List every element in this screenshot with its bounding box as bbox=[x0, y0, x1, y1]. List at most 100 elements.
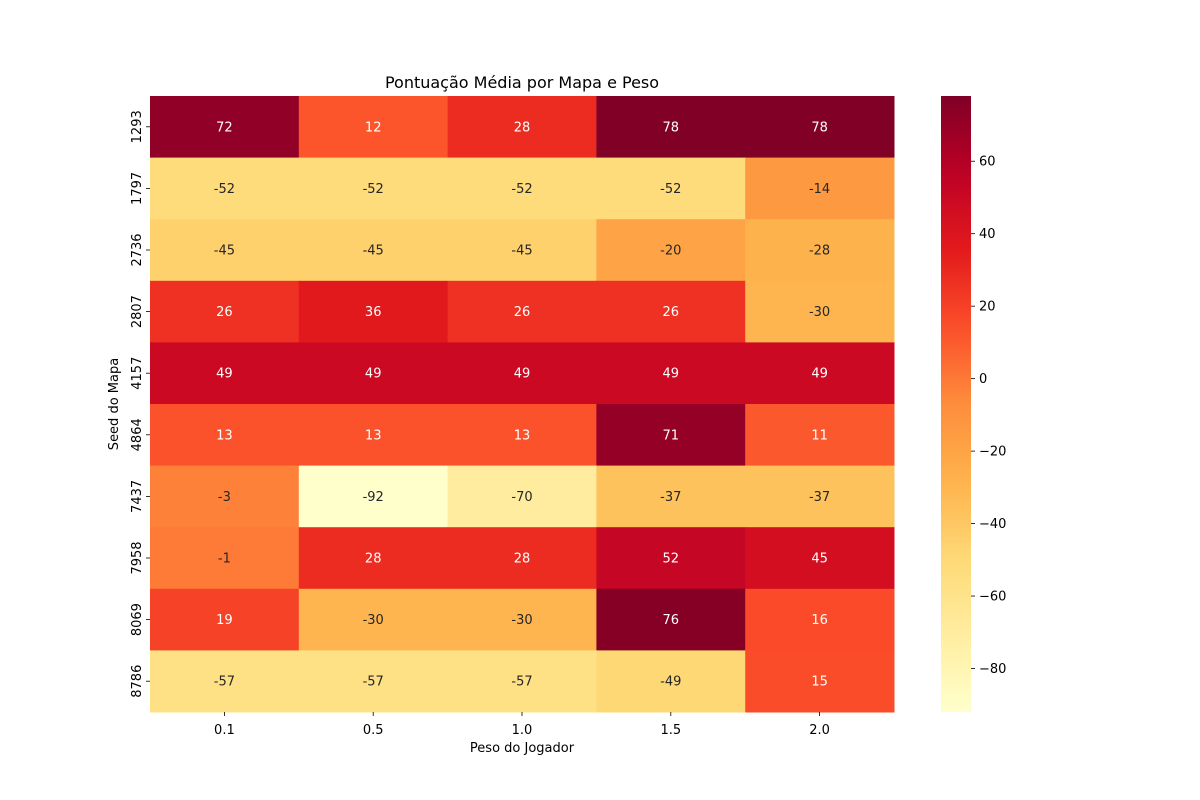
cell-value-label: 12 bbox=[365, 120, 382, 135]
heatmap-cell bbox=[150, 280, 300, 343]
y-tick-label: 7958 bbox=[130, 541, 145, 574]
heatmap-cell bbox=[745, 342, 895, 405]
cell-value-label: -49 bbox=[660, 675, 681, 690]
y-tick-label: 8069 bbox=[130, 603, 145, 636]
heatmap-cell bbox=[150, 465, 300, 528]
heatmap-cell bbox=[298, 342, 449, 405]
heatmap-cell bbox=[150, 527, 300, 590]
cell-value-label: 28 bbox=[514, 552, 531, 567]
cell-value-label: 26 bbox=[663, 305, 680, 320]
heatmap-cell bbox=[745, 280, 895, 343]
y-tick-label: 4157 bbox=[130, 357, 145, 390]
cell-value-label: -45 bbox=[214, 244, 235, 259]
heatmap-cell bbox=[150, 404, 300, 467]
heatmap-cells bbox=[150, 96, 895, 713]
heatmap-cell bbox=[596, 588, 746, 651]
cell-value-label: 26 bbox=[514, 305, 531, 320]
heatmap-cell bbox=[298, 404, 449, 467]
cell-value-label: -1 bbox=[218, 552, 231, 567]
heatmap-cell bbox=[150, 219, 300, 282]
heatmap-cell bbox=[447, 219, 597, 282]
heatmap-cell bbox=[150, 96, 300, 159]
heatmap-cell bbox=[596, 342, 746, 405]
cell-value-label: -45 bbox=[511, 244, 532, 259]
x-axis: 0.1 0.5 1.0 1.5 2.0 bbox=[214, 712, 830, 738]
heatmap-cell bbox=[298, 280, 449, 343]
cell-value-label: 49 bbox=[811, 367, 828, 382]
cell-value-label: -92 bbox=[363, 490, 384, 505]
y-tick-label: 4864 bbox=[130, 418, 145, 451]
y-tick-label: 7437 bbox=[130, 480, 145, 513]
cell-value-label: 72 bbox=[216, 120, 233, 135]
heatmap-cell bbox=[447, 342, 597, 405]
colorbar-tick-label: 40 bbox=[979, 227, 996, 242]
cell-value-label: 49 bbox=[663, 367, 680, 382]
colorbar-tick-label: −80 bbox=[979, 662, 1006, 677]
cell-value-label: 49 bbox=[365, 367, 382, 382]
cell-value-label: 16 bbox=[811, 613, 828, 628]
x-tick-label: 1.0 bbox=[512, 723, 533, 738]
y-axis: 1293 1797 2736 2807 4157 4864 7437 7958 8069 8786 bbox=[130, 110, 150, 698]
heatmap-cell bbox=[596, 527, 746, 590]
colorbar-tick-label: 60 bbox=[979, 155, 996, 170]
cell-value-label: 76 bbox=[663, 613, 680, 628]
heatmap-cell bbox=[596, 96, 746, 159]
heatmap-cell bbox=[298, 650, 449, 713]
cell-value-label: -30 bbox=[363, 613, 384, 628]
heatmap-cell bbox=[298, 465, 449, 528]
cell-value-label: -52 bbox=[214, 182, 235, 197]
colorbar-tick-label: −60 bbox=[979, 590, 1006, 605]
heatmap-cell bbox=[745, 219, 895, 282]
colorbar-tick-label: 20 bbox=[979, 300, 996, 315]
cell-value-label: -52 bbox=[511, 182, 532, 197]
cell-value-label: 36 bbox=[365, 305, 382, 320]
colorbar bbox=[941, 96, 971, 712]
cell-value-label: 71 bbox=[663, 428, 680, 443]
cell-value-label: -20 bbox=[660, 244, 681, 259]
y-tick-label: 2736 bbox=[130, 233, 145, 266]
heatmap-cell bbox=[447, 527, 597, 590]
cell-value-label: -57 bbox=[214, 675, 235, 690]
heatmap-cell bbox=[745, 527, 895, 590]
heatmap-cell bbox=[447, 650, 597, 713]
cell-value-label: 26 bbox=[216, 305, 233, 320]
heatmap-cell bbox=[150, 157, 300, 220]
heatmap-cell bbox=[298, 588, 449, 651]
cell-value-label: -52 bbox=[363, 182, 384, 197]
heatmap-cell bbox=[298, 527, 449, 590]
heatmap-cell bbox=[447, 157, 597, 220]
colorbar-tick-label: −20 bbox=[979, 445, 1006, 460]
heatmap-cell bbox=[596, 404, 746, 467]
chart-title: Pontuação Média por Mapa e Peso bbox=[385, 73, 659, 92]
colorbar-tick-label: 0 bbox=[979, 372, 987, 387]
heatmap-cell bbox=[596, 280, 746, 343]
cell-value-label: 28 bbox=[514, 120, 531, 135]
x-axis-label: Peso do Jogador bbox=[470, 741, 575, 756]
cell-value-label: 49 bbox=[514, 367, 531, 382]
colorbar-ticks: −80 −60 −40 −20 0 20 40 60 bbox=[971, 155, 1006, 677]
y-axis-label: Seed do Mapa bbox=[107, 358, 122, 450]
heatmap-cell bbox=[447, 465, 597, 528]
cell-value-label: -37 bbox=[809, 490, 830, 505]
heatmap-cell bbox=[447, 588, 597, 651]
cell-value-label: -28 bbox=[809, 244, 830, 259]
heatmap-cell bbox=[298, 96, 449, 159]
heatmap-cell bbox=[745, 650, 895, 713]
heatmap-cell bbox=[298, 157, 449, 220]
heatmap-cell bbox=[596, 219, 746, 282]
cell-value-label: -52 bbox=[660, 182, 681, 197]
cell-value-label: 13 bbox=[365, 428, 382, 443]
y-tick-label: 2807 bbox=[130, 295, 145, 328]
heatmap-cell-labels: 72 12 28 78 78 -52 -52 -52 -52 -14 -45 -45 -45 -20 -28… bbox=[214, 120, 830, 689]
heatmap-cell bbox=[150, 650, 300, 713]
cell-value-label: 11 bbox=[811, 428, 828, 443]
x-tick-label: 2.0 bbox=[809, 723, 830, 738]
cell-value-label: -70 bbox=[511, 490, 532, 505]
heatmap-cell bbox=[447, 280, 597, 343]
heatmap-cell bbox=[150, 342, 300, 405]
heatmap-cell bbox=[596, 650, 746, 713]
cell-value-label: 78 bbox=[663, 120, 680, 135]
cell-value-label: 15 bbox=[811, 675, 828, 690]
cell-value-label: 28 bbox=[365, 552, 382, 567]
